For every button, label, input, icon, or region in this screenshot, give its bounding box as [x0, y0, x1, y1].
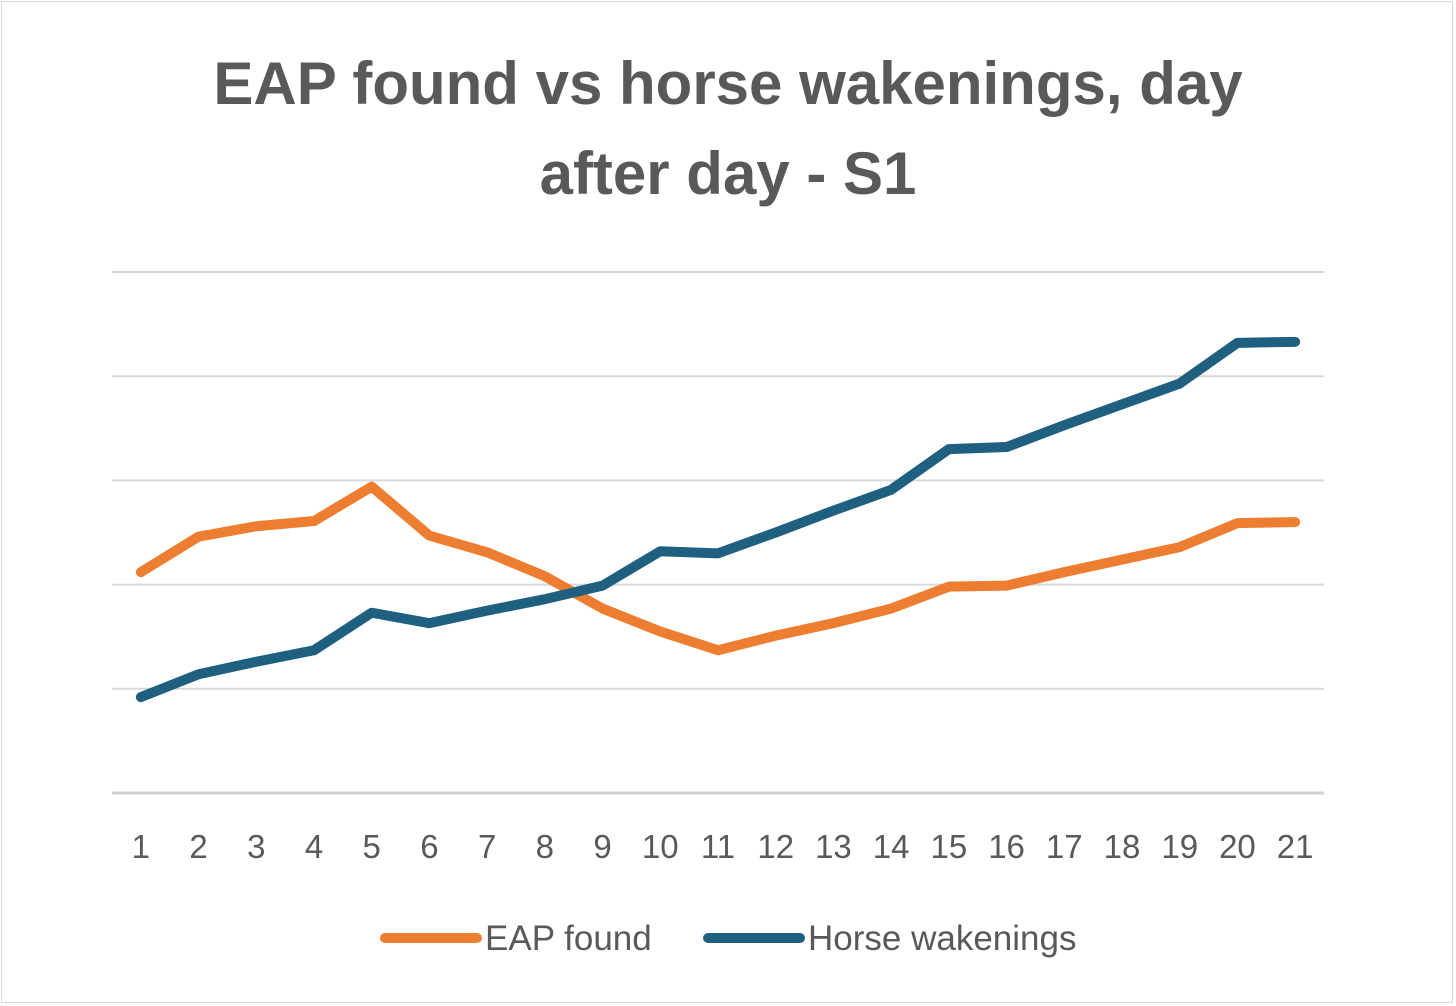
chart-title-line-2: after day - S1	[540, 140, 917, 207]
x-tick-label: 2	[189, 828, 207, 865]
x-tick-label: 9	[593, 828, 611, 865]
legend-label: EAP found	[485, 919, 652, 958]
x-tick-label: 21	[1277, 828, 1314, 865]
x-tick-label: 17	[1046, 828, 1083, 865]
x-tick-label: 15	[930, 828, 967, 865]
x-tick-label: 8	[536, 828, 554, 865]
legend-item: EAP found	[380, 919, 652, 958]
x-tick-label: 19	[1161, 828, 1198, 865]
chart-title-line-1: EAP found vs horse wakenings, day	[213, 50, 1243, 117]
x-tick-label: 3	[247, 828, 265, 865]
series-line-eap-found	[135, 481, 1301, 656]
legend-item: Horse wakenings	[703, 919, 1076, 958]
x-tick-label: 18	[1104, 828, 1141, 865]
legend-label: Horse wakenings	[808, 919, 1076, 958]
x-tick-label: 1	[132, 828, 150, 865]
x-tick-label: 14	[873, 828, 910, 865]
x-tick-label: 10	[642, 828, 679, 865]
x-tick-label: 5	[363, 828, 381, 865]
x-tick-label: 20	[1219, 828, 1256, 865]
x-tick-label: 6	[420, 828, 438, 865]
x-tick-label: 16	[988, 828, 1025, 865]
x-tick-label: 11	[701, 828, 735, 865]
x-tick-label: 4	[305, 828, 323, 865]
x-tick-label: 7	[478, 828, 496, 865]
x-tick-label: 13	[815, 828, 852, 865]
x-tick-label: 12	[757, 828, 794, 865]
